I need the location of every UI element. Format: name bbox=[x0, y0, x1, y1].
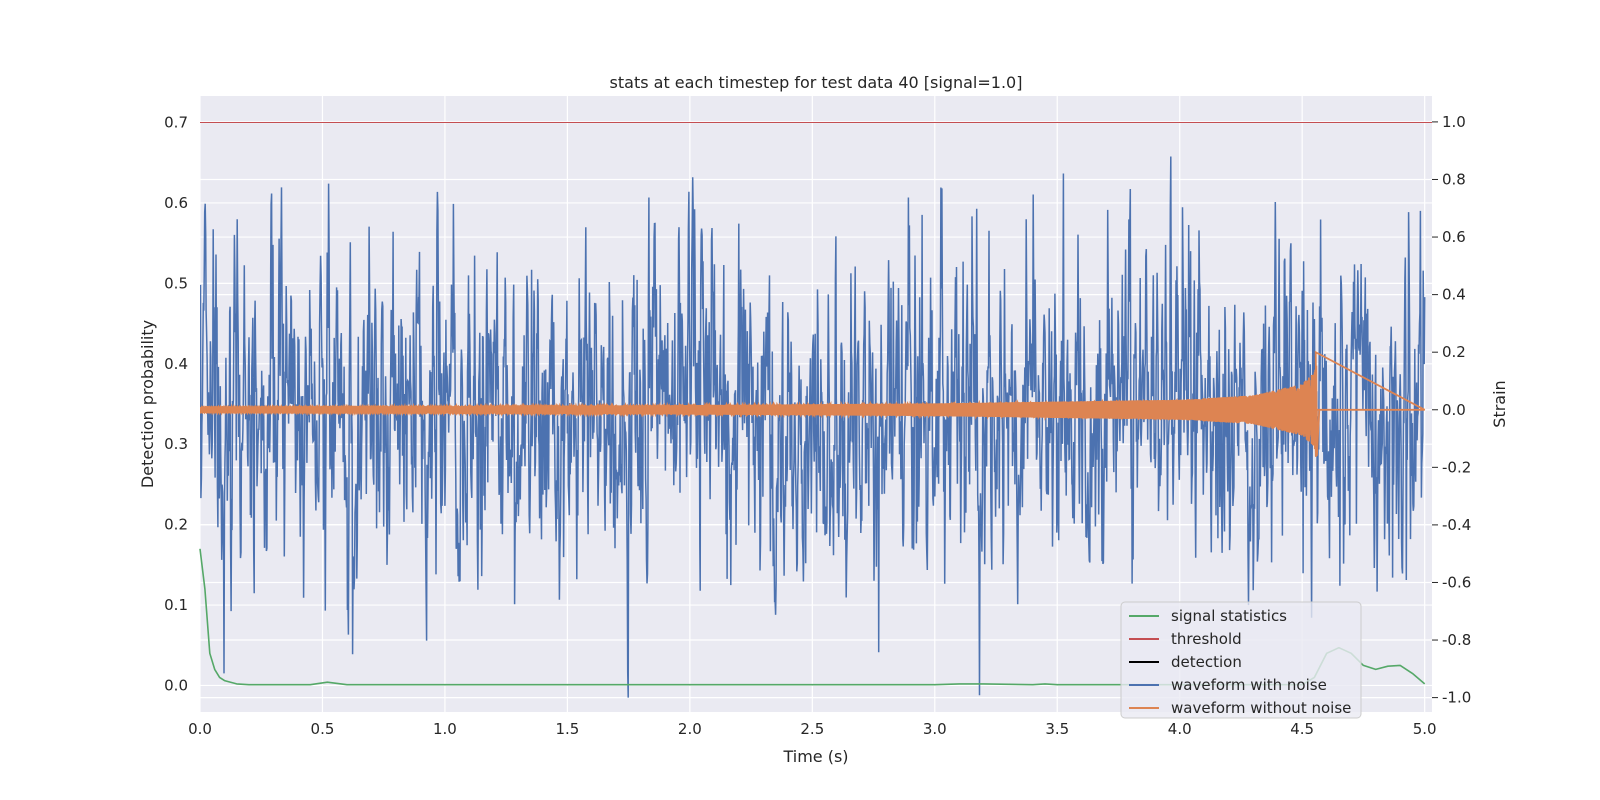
legend-entry: threshold bbox=[1171, 630, 1242, 648]
series-waveform-without-noise bbox=[200, 350, 1426, 457]
y-right-tick-label: 0.0 bbox=[1442, 401, 1466, 419]
chart-title: stats at each timestep for test data 40 … bbox=[610, 73, 1023, 92]
x-tick-label: 3.0 bbox=[923, 720, 947, 738]
x-tick-label: 4.5 bbox=[1290, 720, 1314, 738]
x-tick-label: 1.0 bbox=[433, 720, 457, 738]
legend-entry: waveform with noise bbox=[1171, 676, 1327, 694]
y-right-tick-label: -0.4 bbox=[1442, 516, 1471, 534]
x-tick-label: 0.5 bbox=[311, 720, 335, 738]
x-tick-label: 4.0 bbox=[1168, 720, 1192, 738]
y-left-tick-label: 0.1 bbox=[164, 596, 188, 614]
y-left-tick-label: 0.6 bbox=[164, 194, 188, 212]
y-right-tick-label: -0.6 bbox=[1442, 573, 1471, 591]
x-tick-label: 1.5 bbox=[555, 720, 579, 738]
x-tick-label: 5.0 bbox=[1413, 720, 1437, 738]
y-left-tick-label: 0.4 bbox=[164, 355, 188, 373]
legend-box bbox=[1120, 601, 1362, 719]
y-right-tick-label: 0.4 bbox=[1442, 286, 1466, 304]
y-left-tick-label: 0.3 bbox=[164, 435, 188, 453]
y-right-axis-label: Strain bbox=[1490, 380, 1509, 427]
series-waveform-with-noise bbox=[200, 156, 1426, 698]
y-right-tick-label: -0.2 bbox=[1442, 458, 1471, 476]
x-tick-label: 2.0 bbox=[678, 720, 702, 738]
legend-entry: detection bbox=[1171, 653, 1242, 671]
legend-entry: signal statistics bbox=[1171, 607, 1287, 625]
axes: 0.0 0.5 1.0 1.5 2.0 2.5 3.0 3.5 4.0 4.5 5.0 0.0 0.1 0… bbox=[164, 113, 1471, 738]
y-right-tick-label: -0.8 bbox=[1442, 631, 1471, 649]
legend-entry: waveform without noise bbox=[1171, 699, 1351, 717]
x-tick-label: 0.0 bbox=[188, 720, 212, 738]
y-left-tick-label: 0.5 bbox=[164, 274, 188, 292]
y-right-tick-label: -1.0 bbox=[1442, 689, 1471, 707]
y-right-tick-label: 0.8 bbox=[1442, 170, 1466, 188]
y-left-axis-label: Detection probability bbox=[138, 320, 157, 488]
y-right-tick-label: 1.0 bbox=[1442, 113, 1466, 131]
y-left-tick-label: 0.7 bbox=[164, 114, 188, 132]
y-left-tick-label: 0.0 bbox=[164, 676, 188, 694]
x-axis-label: Time (s) bbox=[782, 747, 848, 766]
y-right-tick-label: 0.2 bbox=[1442, 343, 1466, 361]
legend: signal statistics threshold detection wavef… bbox=[1120, 601, 1362, 719]
x-tick-label: 2.5 bbox=[800, 720, 824, 738]
y-right-tick-label: 0.6 bbox=[1442, 228, 1466, 246]
x-tick-label: 3.5 bbox=[1045, 720, 1069, 738]
y-left-tick-label: 0.2 bbox=[164, 516, 188, 534]
